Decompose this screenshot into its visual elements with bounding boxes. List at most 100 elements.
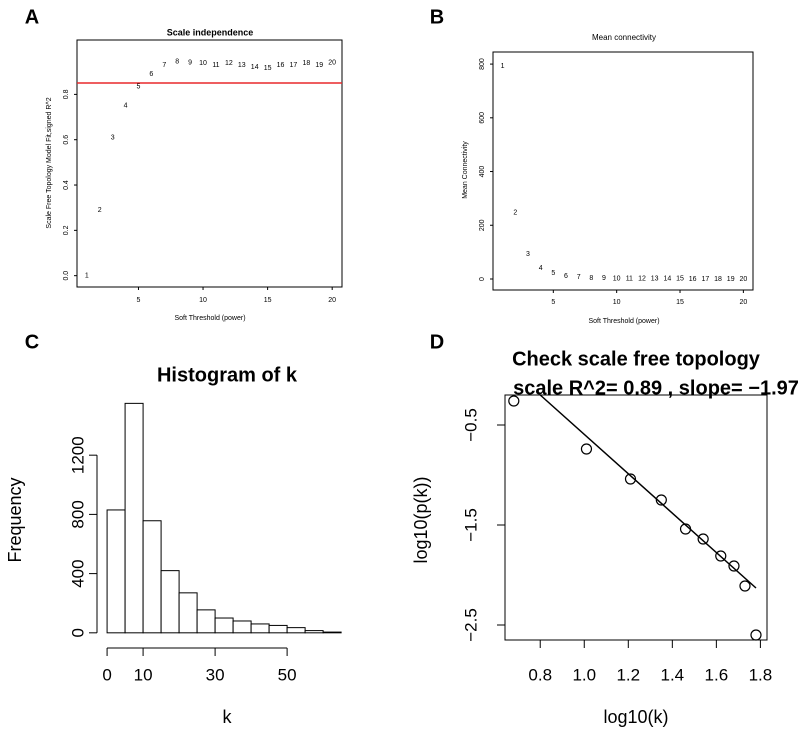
y-tick-label: −1.5	[461, 508, 480, 542]
y-axis-label: Frequency	[5, 477, 25, 562]
y-axis-label: Scale Free Topology Model Fit,signed R^2	[46, 97, 53, 228]
plot-frame	[492, 51, 754, 291]
y-tick-label: 400	[479, 166, 486, 178]
x-tick-label: 15	[676, 299, 684, 306]
point	[508, 395, 520, 407]
y-tick-label: 400	[68, 559, 87, 587]
point-label: 7	[162, 62, 166, 69]
y-axis-label: Mean Connectivity	[462, 141, 469, 199]
y-tick-label: 0.6	[63, 135, 70, 145]
x-tick-label: 30	[206, 665, 225, 684]
point	[580, 443, 593, 455]
y-tick-label: 0.2	[63, 225, 70, 235]
x-tick-label: 1.8	[749, 665, 773, 684]
point-label: 12	[638, 276, 646, 283]
point-label: 13	[651, 276, 659, 283]
panel-label: B	[430, 6, 444, 28]
x-tick-label: 1.0	[572, 665, 596, 684]
x-tick-label: 0.8	[528, 665, 552, 684]
point-label: 2	[513, 210, 517, 217]
x-axis-label: Soft Threshold (power)	[174, 315, 245, 322]
fit-line	[539, 394, 757, 589]
point-label: 20	[739, 276, 747, 283]
histogram-bar	[142, 520, 162, 634]
x-tick-label: 20	[739, 299, 747, 306]
chart-title: Scale independence	[167, 27, 254, 37]
point-label: 18	[302, 60, 310, 67]
y-tick-label: 800	[68, 500, 87, 528]
point-label: 8	[175, 58, 179, 65]
x-tick-label: 10	[134, 665, 153, 684]
x-tick-label: 10	[199, 297, 207, 304]
histogram-bar	[160, 570, 180, 634]
point-label: 17	[701, 276, 709, 283]
y-tick-label: 0	[479, 277, 486, 281]
point-label: 17	[290, 62, 298, 69]
point-label: 9	[602, 275, 606, 282]
point-label: 3	[111, 134, 115, 141]
point-label: 3	[526, 251, 530, 258]
point-label: 11	[626, 275, 633, 282]
point-label: 15	[676, 276, 684, 283]
point-label: 13	[238, 62, 246, 69]
x-tick-label: 20	[328, 297, 336, 304]
point-label: 14	[663, 276, 671, 283]
plot-frame	[76, 39, 343, 288]
point-label: 20	[328, 60, 336, 67]
chart-title: Mean connectivity	[592, 33, 656, 42]
histogram-bar	[106, 509, 126, 634]
point-label: 11	[212, 62, 219, 69]
chart-title: Histogram of k	[157, 364, 298, 386]
chart-subtitle: scale R^2= 0.89 , slope= −1.97	[513, 377, 799, 399]
point-label: 5	[551, 270, 555, 277]
x-tick-label: 1.6	[705, 665, 729, 684]
chart-title: Check scale free topology	[512, 348, 761, 370]
point	[624, 473, 637, 485]
point-label: 12	[225, 60, 233, 67]
y-axis-label: log10(p(k))	[411, 476, 431, 563]
point-label: 6	[564, 273, 568, 280]
panel-label: A	[25, 6, 39, 28]
point-label: 14	[251, 64, 259, 71]
point-label: 1	[501, 63, 505, 70]
x-tick-label: 50	[278, 665, 297, 684]
histogram-bar	[268, 624, 288, 634]
point	[739, 580, 751, 592]
point	[655, 494, 667, 506]
point-label: 7	[577, 274, 581, 281]
point-label: 19	[727, 276, 735, 283]
point	[697, 533, 709, 545]
point-label: 2	[98, 207, 102, 214]
x-axis-label: log10(k)	[603, 707, 668, 727]
y-tick-label: 600	[479, 112, 486, 124]
y-tick-label: −2.5	[461, 608, 480, 642]
point	[728, 560, 740, 572]
y-tick-label: 0.8	[63, 89, 70, 99]
histogram-bar	[178, 592, 198, 634]
point-label: 5	[137, 83, 141, 90]
point-label: 15	[264, 65, 272, 72]
x-tick-label: 1.2	[616, 665, 640, 684]
y-tick-label: 0.4	[63, 180, 70, 190]
point	[750, 629, 762, 641]
histogram-bar	[322, 631, 342, 634]
x-tick-label: 0	[102, 665, 111, 684]
y-tick-label: 200	[479, 219, 486, 231]
histogram-bar	[232, 620, 252, 634]
x-tick-label: 1.4	[661, 665, 685, 684]
histogram-bar	[124, 402, 144, 634]
point-label: 16	[277, 62, 285, 69]
histogram-bar	[214, 617, 234, 634]
point-label: 4	[539, 265, 543, 272]
histogram-bar	[250, 623, 270, 634]
plot-frame	[504, 394, 768, 641]
histogram-bar	[196, 609, 216, 634]
point-label: 4	[124, 103, 128, 110]
x-tick-label: 15	[264, 297, 272, 304]
panel-label: C	[25, 331, 39, 353]
point-label: 18	[714, 276, 722, 283]
y-tick-label: 1200	[68, 436, 87, 474]
histogram-bar	[304, 630, 324, 634]
y-tick-label: 0.0	[63, 271, 70, 281]
